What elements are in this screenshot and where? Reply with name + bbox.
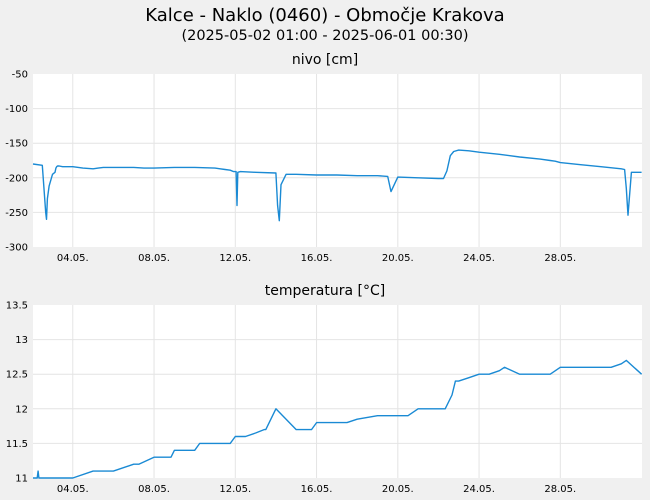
- level-x-tick-label: 24.05.: [463, 253, 495, 264]
- level-series-line: [32, 149, 642, 222]
- temperature-y-tick-label: 11: [15, 474, 28, 485]
- level-y-tick-label: -150: [5, 139, 28, 150]
- temperature-y-tick-label: 12: [15, 404, 28, 415]
- level-x-tick-label: 28.05.: [544, 253, 576, 264]
- temperature-x-tick-label: 08.05.: [138, 484, 170, 495]
- temperature-y-tick-label: 13.5: [6, 301, 28, 312]
- level-y-tick-label: -50: [12, 70, 28, 81]
- level-y-tick-label: -250: [5, 208, 28, 219]
- chart-subtitle: (2025-05-02 01:00 - 2025-06-01 00:30): [181, 28, 468, 44]
- level-y-tick-label: -300: [5, 243, 28, 254]
- temperature-y-tick-label: 11.5: [6, 439, 28, 450]
- level-panel-title: nivo [cm]: [292, 52, 358, 68]
- temperature-plot-area: [33, 305, 642, 478]
- temperature-x-tick-label: 04.05.: [57, 484, 89, 495]
- temperature-x-tick-label: 28.05.: [544, 484, 576, 495]
- temperature-x-tick-label: 24.05.: [463, 484, 495, 495]
- temperature-x-tick-label: 16.05.: [301, 484, 333, 495]
- level-plot-area: [33, 74, 642, 247]
- level-x-tick-label: 20.05.: [382, 253, 414, 264]
- temperature-y-tick-label: 12.5: [6, 370, 28, 381]
- level-x-tick-label: 16.05.: [301, 253, 333, 264]
- level-x-tick-label: 08.05.: [138, 253, 170, 264]
- temperature-panel: temperatura [°C] 13.5 13 12.5 12 11.5 11 04.05…: [6, 283, 643, 495]
- temperature-y-tick-label: 13: [15, 335, 28, 346]
- chart-title: Kalce - Naklo (0460) - Območje Krakova: [145, 5, 504, 26]
- level-x-tick-label: 04.05.: [57, 253, 89, 264]
- level-x-tick-label: 12.05.: [219, 253, 251, 264]
- temperature-x-tick-label: 12.05.: [219, 484, 251, 495]
- level-y-tick-label: -200: [5, 173, 28, 184]
- level-y-tick-label: -100: [5, 104, 28, 115]
- temperature-x-tick-label: 20.05.: [382, 484, 414, 495]
- temperature-series-line: [33, 359, 643, 479]
- level-panel: nivo [cm] -50 -100 -150 -200 -250 -300 04.05. 0…: [5, 52, 642, 264]
- temperature-panel-title: temperatura [°C]: [265, 283, 385, 299]
